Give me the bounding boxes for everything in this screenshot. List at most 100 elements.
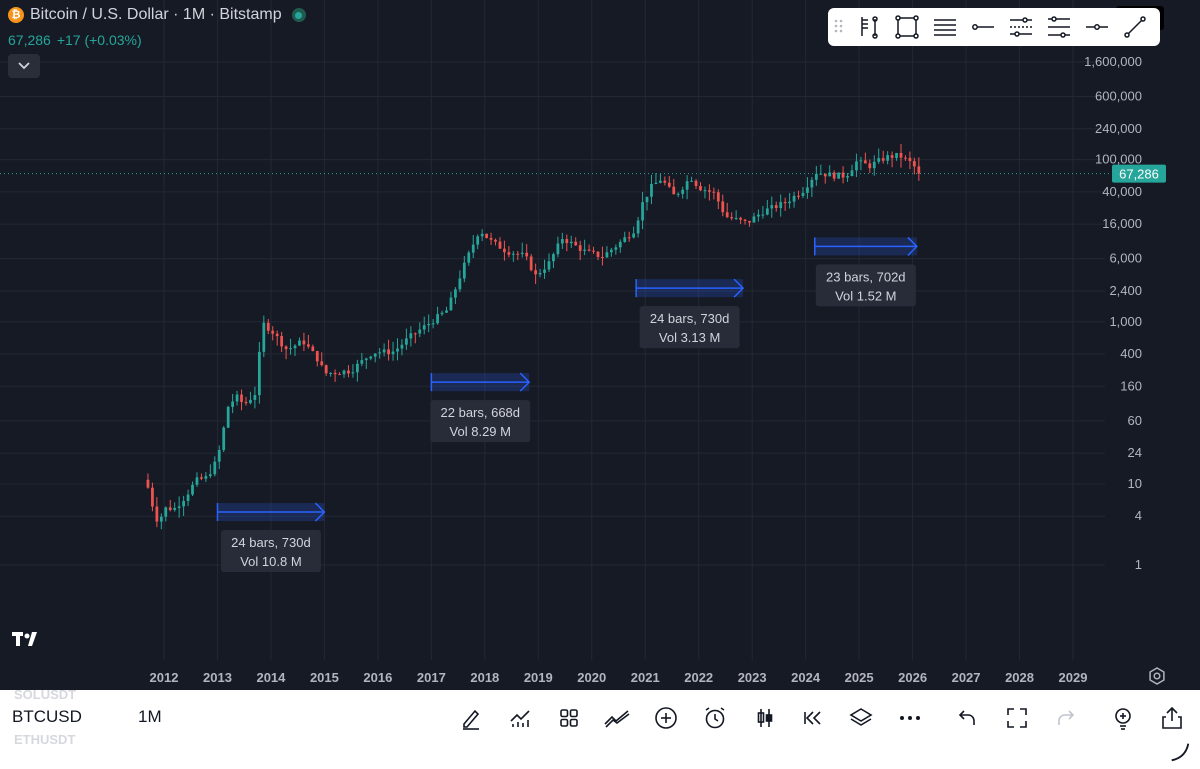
- share-button[interactable]: [1158, 704, 1186, 732]
- candle[interactable]: [440, 310, 444, 316]
- chart-area[interactable]: 24 bars, 730d Vol 10.8 M 22 bars, 668d Vol …: [0, 0, 1200, 690]
- candle[interactable]: [868, 159, 872, 173]
- candle[interactable]: [716, 189, 720, 210]
- candle[interactable]: [231, 393, 235, 414]
- candle[interactable]: [801, 186, 805, 199]
- candle[interactable]: [587, 244, 591, 252]
- candle[interactable]: [623, 231, 627, 243]
- candle[interactable]: [632, 226, 636, 239]
- candle[interactable]: [262, 315, 266, 358]
- candle[interactable]: [213, 456, 217, 477]
- candle[interactable]: [685, 175, 689, 200]
- candle[interactable]: [779, 194, 783, 217]
- candle[interactable]: [846, 173, 849, 183]
- candle[interactable]: [489, 232, 493, 246]
- date-range-measure[interactable]: 22 bars, 668d Vol 8.29 M: [430, 372, 531, 443]
- candle[interactable]: [240, 389, 243, 411]
- candle[interactable]: [748, 220, 751, 227]
- drawing-tools-button[interactable]: [457, 704, 485, 732]
- candle[interactable]: [498, 237, 502, 249]
- candle[interactable]: [676, 192, 680, 198]
- candle[interactable]: [462, 255, 466, 283]
- candle[interactable]: [360, 352, 364, 367]
- candle[interactable]: [583, 239, 587, 256]
- compare-button[interactable]: [603, 704, 631, 732]
- candle[interactable]: [877, 148, 881, 164]
- candle[interactable]: [757, 209, 760, 222]
- candle[interactable]: [908, 151, 912, 170]
- candle[interactable]: [899, 143, 903, 168]
- candle[interactable]: [904, 155, 907, 161]
- candle[interactable]: [712, 187, 716, 200]
- candle[interactable]: [471, 235, 475, 259]
- candle[interactable]: [601, 246, 604, 266]
- candle[interactable]: [159, 513, 163, 530]
- candle[interactable]: [828, 165, 832, 177]
- candle[interactable]: [191, 481, 194, 497]
- candle[interactable]: [480, 229, 484, 242]
- candle[interactable]: [841, 166, 845, 184]
- candle[interactable]: [266, 318, 270, 335]
- candle[interactable]: [788, 192, 791, 209]
- candle[interactable]: [797, 190, 800, 200]
- candle[interactable]: [516, 251, 520, 261]
- candle[interactable]: [552, 252, 555, 269]
- drag-handle-icon[interactable]: [834, 18, 848, 37]
- candle[interactable]: [667, 176, 671, 189]
- candle[interactable]: [253, 386, 257, 409]
- candle[interactable]: [378, 348, 382, 359]
- candle[interactable]: [636, 216, 640, 238]
- candle[interactable]: [249, 391, 252, 405]
- chart-type-button[interactable]: [751, 704, 779, 732]
- candle[interactable]: [614, 244, 618, 255]
- candle[interactable]: [427, 314, 431, 333]
- candle[interactable]: [173, 502, 177, 512]
- candle[interactable]: [244, 396, 248, 406]
- candle[interactable]: [302, 332, 306, 352]
- parallel-channel-tool-button[interactable]: [1004, 12, 1038, 42]
- candle[interactable]: [405, 328, 408, 350]
- candle[interactable]: [832, 170, 836, 182]
- candle[interactable]: [783, 197, 787, 211]
- flag-pole-tool-button[interactable]: [852, 12, 886, 42]
- symbol-header[interactable]: ₿ Bitcoin / U.S. Dollar · 1M · Bitstamp: [8, 6, 306, 24]
- candle[interactable]: [659, 173, 662, 184]
- candle[interactable]: [422, 316, 426, 335]
- candle[interactable]: [810, 176, 814, 198]
- timeframe-selector[interactable]: 1M: [138, 707, 162, 726]
- candle[interactable]: [792, 191, 796, 208]
- candle[interactable]: [641, 191, 644, 230]
- candle[interactable]: [872, 155, 876, 176]
- fullscreen-button[interactable]: [1003, 704, 1031, 732]
- candle[interactable]: [609, 247, 613, 257]
- candle[interactable]: [556, 236, 560, 258]
- candle[interactable]: [703, 186, 707, 199]
- indicators-button[interactable]: [506, 704, 534, 732]
- candle[interactable]: [725, 202, 729, 219]
- candle[interactable]: [547, 253, 551, 273]
- candle[interactable]: [449, 291, 453, 311]
- candle[interactable]: [819, 164, 823, 175]
- candle[interactable]: [511, 250, 515, 262]
- ghost-symbol-above[interactable]: SOLUSDT: [14, 687, 77, 702]
- candle[interactable]: [445, 306, 448, 313]
- candle[interactable]: [534, 263, 538, 285]
- candle[interactable]: [382, 343, 386, 357]
- candle[interactable]: [494, 238, 497, 246]
- candle[interactable]: [895, 152, 898, 161]
- candle[interactable]: [338, 372, 341, 376]
- candle[interactable]: [195, 472, 199, 487]
- candle[interactable]: [605, 246, 609, 258]
- candle[interactable]: [275, 330, 279, 346]
- candle[interactable]: [391, 341, 395, 361]
- candle[interactable]: [293, 344, 297, 356]
- candle[interactable]: [431, 319, 435, 329]
- candle[interactable]: [373, 353, 377, 363]
- undo-button[interactable]: [953, 704, 981, 732]
- candle[interactable]: [739, 216, 742, 224]
- alert-button[interactable]: [701, 704, 729, 732]
- candle[interactable]: [436, 306, 439, 325]
- candle[interactable]: [694, 179, 698, 190]
- candle[interactable]: [320, 352, 324, 367]
- multi-ray-tool-button[interactable]: [1042, 12, 1076, 42]
